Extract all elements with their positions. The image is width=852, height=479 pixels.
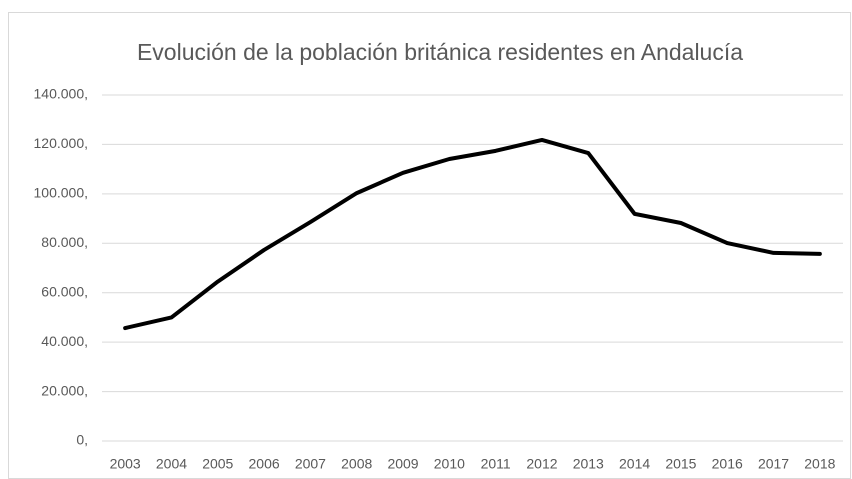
y-tick-label: 20.000,	[41, 382, 88, 398]
y-tick-label: 140.000,	[34, 86, 89, 102]
y-tick-label: 0,	[76, 432, 88, 448]
y-tick-label: 120.000,	[34, 135, 89, 151]
x-tick-label: 2012	[526, 456, 557, 472]
x-tick-label: 2003	[110, 456, 141, 472]
chart-frame	[8, 12, 851, 479]
data-line	[123, 137, 822, 331]
x-tick-label: 2016	[712, 456, 743, 472]
x-tick-label: 2005	[202, 456, 233, 472]
x-tick-label: 2008	[341, 456, 372, 472]
chart-title: Evolución de la población británica resi…	[137, 39, 743, 65]
y-tick-label: 60.000,	[41, 283, 88, 299]
x-tick-label: 2007	[295, 456, 326, 472]
x-tick-label: 2015	[665, 456, 696, 472]
x-tick-label: 2017	[758, 456, 789, 472]
x-tick-label: 2013	[573, 456, 604, 472]
y-tick-label: 100.000,	[34, 185, 89, 201]
x-tick-label: 2006	[249, 456, 280, 472]
x-tick-label: 2018	[804, 456, 835, 472]
x-tick-label: 2009	[387, 456, 418, 472]
x-tick-label: 2004	[156, 456, 187, 472]
x-tick-label: 2014	[619, 456, 650, 472]
x-tick-label: 2011	[481, 456, 511, 472]
y-tick-label: 80.000,	[41, 234, 88, 250]
y-tick-label: 40.000,	[41, 333, 88, 349]
x-tick-label: 2010	[434, 456, 465, 472]
